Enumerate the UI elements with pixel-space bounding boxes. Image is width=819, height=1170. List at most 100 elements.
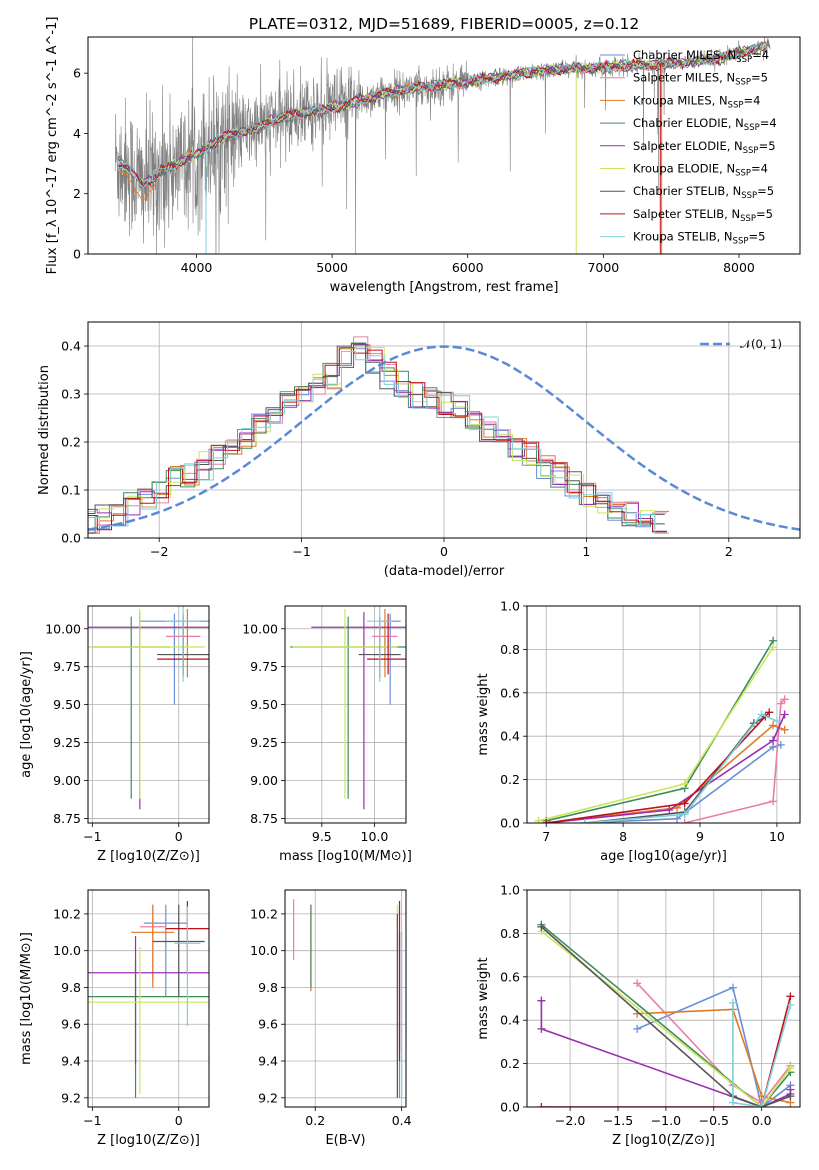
normal-reference-curve xyxy=(88,345,800,531)
x-tick-label: 0.0 xyxy=(752,1113,772,1128)
age_vs_mass-x-axis-label: mass [log10(M/M⊙)] xyxy=(279,849,412,864)
x-tick-label: 5000 xyxy=(316,260,348,275)
x-tick-label: −1 xyxy=(292,544,310,559)
x-tick-label: 1 xyxy=(582,544,590,559)
mass_vs_ebv-plot-area xyxy=(293,899,403,1098)
legend-label: Chabrier ELODIE, NSSP=4 xyxy=(633,116,777,133)
spectrum-x-axis-label: wavelength [Angstrom, rest frame] xyxy=(330,280,559,295)
weight-line xyxy=(546,711,770,823)
y-tick-label: 9.75 xyxy=(250,659,278,674)
weight_vs_Z-plot-area xyxy=(537,920,795,1107)
legend-label: Salpeter ELODIE, NSSP=5 xyxy=(633,139,776,156)
y-tick-label: 0.8 xyxy=(500,926,520,941)
y-tick-label: 10.00 xyxy=(242,621,278,636)
weight_vs_age-plot-area xyxy=(534,636,789,823)
weight-line xyxy=(732,1002,792,1107)
x-tick-label: 0 xyxy=(175,1113,183,1128)
spectrum-y-axis-label: Flux [f_λ 10^-17 erg cm^-2 s^-1 A^-1] xyxy=(45,17,60,275)
age_vs_Z-x-axis-label: Z [log10(Z/Z⊙)] xyxy=(97,849,200,864)
y-tick-label: 0.3 xyxy=(61,387,81,402)
y-tick-label: 0.2 xyxy=(500,772,520,787)
weight_vs_age-y-axis-label: mass weight xyxy=(476,673,491,755)
legend-value: =5 xyxy=(756,207,773,221)
y-tick-label: 10.0 xyxy=(53,943,81,958)
legend-label: Kroupa ELODIE, NSSP=4 xyxy=(633,162,768,179)
weight-marker xyxy=(537,996,546,1005)
y-tick-label: 9.4 xyxy=(258,1054,278,1069)
y-tick-label: 0.2 xyxy=(61,435,81,450)
residual-histogram-step xyxy=(88,351,669,534)
y-tick-label: 0.8 xyxy=(500,642,520,657)
y-tick-label: 9.50 xyxy=(53,697,81,712)
weight-marker xyxy=(580,819,589,823)
legend-value: =5 xyxy=(751,71,768,85)
x-tick-label: 2 xyxy=(725,544,733,559)
age_vs_Z-y-axis-label: age [log10(age/yr)] xyxy=(19,651,34,778)
x-tick-label: 10.0 xyxy=(361,829,389,844)
residuals-y-axis-label: Normed distribution xyxy=(37,365,52,495)
y-tick-label: 0.6 xyxy=(500,969,520,984)
y-tick-label: 10.00 xyxy=(45,621,81,636)
x-tick-label: 7000 xyxy=(587,260,619,275)
legend-value: =4 xyxy=(752,48,769,62)
weight-marker xyxy=(786,992,795,1001)
residual-histogram-step xyxy=(88,343,665,527)
figure-title: PLATE=0312, MJD=51689, FIBERID=0005, z=0… xyxy=(249,15,639,33)
y-tick-label: 0.2 xyxy=(500,1056,520,1071)
x-tick-label: −1.5 xyxy=(603,1113,633,1128)
x-tick-label: 0.4 xyxy=(392,1113,412,1128)
y-tick-label: 4 xyxy=(73,126,81,141)
legend-label: Salpeter MILES, NSSP=5 xyxy=(633,71,768,88)
y-tick-label: 9.4 xyxy=(61,1054,81,1069)
weight-marker xyxy=(780,725,789,734)
weight_vs_age-axes: 7 8 9 10 0.0 0.2 0.4 0.6 0.8 1.0 xyxy=(500,599,800,844)
weight-marker xyxy=(537,1103,546,1107)
weight-marker xyxy=(633,1024,642,1033)
legend-label: Chabrier STELIB, NSSP=5 xyxy=(633,184,774,201)
weight-marker xyxy=(680,819,689,823)
mass_vs_Z-y-axis-label: mass [log10(M/M⊙)] xyxy=(19,932,34,1065)
mass_vs_Z-axes: −1 0 9.2 9.4 9.6 9.8 10.0 10.2 xyxy=(53,890,209,1128)
spectrum-model-line xyxy=(117,43,766,188)
weight-marker xyxy=(633,979,642,988)
age_vs_Z-frame xyxy=(87,605,210,824)
x-tick-label: −1 xyxy=(83,829,101,844)
x-tick-label: −1.0 xyxy=(651,1113,681,1128)
y-tick-label: 0.0 xyxy=(61,531,81,546)
y-tick-label: 9.25 xyxy=(250,735,278,750)
weight-marker xyxy=(542,819,551,823)
x-tick-label: 0 xyxy=(175,829,183,844)
mass_vs_ebv-x-axis-label: E(B-V) xyxy=(325,1133,365,1148)
weight-marker xyxy=(534,816,543,823)
weight-marker xyxy=(769,797,778,806)
weight-marker xyxy=(769,736,778,745)
spectrum-plot-area xyxy=(114,37,771,254)
x-tick-label: −1 xyxy=(83,1113,101,1128)
x-tick-label: −0.5 xyxy=(699,1113,729,1128)
legend-subscript: SSP xyxy=(735,78,751,88)
legend-label: Kroupa MILES, NSSP=4 xyxy=(633,93,760,110)
spectrum-model-line xyxy=(117,41,766,185)
y-tick-label: 0.4 xyxy=(500,729,520,744)
legend-subscript: SSP xyxy=(736,55,752,65)
spectrum-frame xyxy=(87,36,801,255)
y-tick-label: 0.4 xyxy=(500,1013,520,1028)
weight-marker xyxy=(728,1098,737,1107)
y-tick-label: 9.00 xyxy=(250,773,278,788)
weight-marker xyxy=(728,983,737,992)
age_vs_mass-frame xyxy=(284,605,407,824)
x-tick-label: 4000 xyxy=(181,260,213,275)
y-tick-label: 9.25 xyxy=(53,735,81,750)
spectrum-model-line xyxy=(117,42,766,189)
spectrum-axes: 4000 5000 6000 7000 8000 0 2 4 6 xyxy=(73,66,755,275)
y-tick-label: 9.6 xyxy=(61,1017,81,1032)
weight-line xyxy=(546,724,785,823)
weight_vs_age-frame xyxy=(526,605,801,824)
weight-marker xyxy=(776,699,785,708)
y-tick-label: 8.75 xyxy=(250,811,278,826)
weight-line xyxy=(540,930,792,1107)
weight-marker xyxy=(680,810,689,819)
legend-subscript: SSP xyxy=(744,123,760,133)
y-tick-label: 1.0 xyxy=(500,883,520,898)
weight-line xyxy=(546,640,774,822)
